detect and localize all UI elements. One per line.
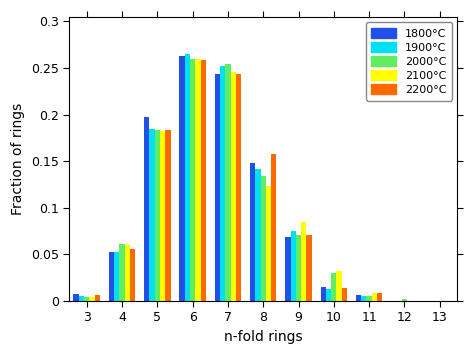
Bar [185, 54, 190, 301]
Bar [337, 271, 342, 301]
Bar [301, 222, 307, 301]
Bar [73, 294, 79, 301]
Bar [266, 186, 271, 301]
Bar [296, 235, 301, 301]
Bar [402, 299, 407, 301]
Bar [84, 297, 90, 301]
Bar [372, 293, 377, 301]
Bar [230, 72, 236, 301]
Bar [109, 252, 114, 301]
Bar [90, 297, 95, 301]
Bar [320, 287, 326, 301]
Bar [195, 59, 201, 301]
Bar [255, 169, 261, 301]
Bar [291, 231, 296, 301]
Bar [130, 249, 135, 301]
Bar [342, 288, 347, 301]
Bar [285, 237, 291, 301]
Bar [236, 73, 241, 301]
Bar [271, 154, 276, 301]
Bar [201, 60, 206, 301]
Legend: 1800°C, 1900°C, 2000°C, 2100°C, 2200°C: 1800°C, 1900°C, 2000°C, 2100°C, 2200°C [366, 22, 452, 100]
Bar [261, 176, 266, 301]
Bar [361, 296, 366, 301]
Bar [225, 64, 230, 301]
Bar [114, 252, 119, 301]
Bar [125, 245, 130, 301]
Bar [331, 273, 337, 301]
Y-axis label: Fraction of rings: Fraction of rings [11, 103, 25, 215]
Bar [160, 131, 165, 301]
X-axis label: n-fold rings: n-fold rings [224, 330, 302, 344]
Bar [326, 289, 331, 301]
Bar [179, 56, 185, 301]
Bar [366, 296, 372, 301]
Bar [377, 293, 383, 301]
Bar [250, 163, 255, 301]
Bar [307, 235, 312, 301]
Bar [79, 296, 84, 301]
Bar [144, 117, 149, 301]
Bar [190, 59, 195, 301]
Bar [215, 73, 220, 301]
Bar [119, 244, 125, 301]
Bar [356, 295, 361, 301]
Bar [220, 66, 225, 301]
Bar [149, 129, 155, 301]
Bar [155, 130, 160, 301]
Bar [165, 130, 171, 301]
Bar [95, 295, 100, 301]
